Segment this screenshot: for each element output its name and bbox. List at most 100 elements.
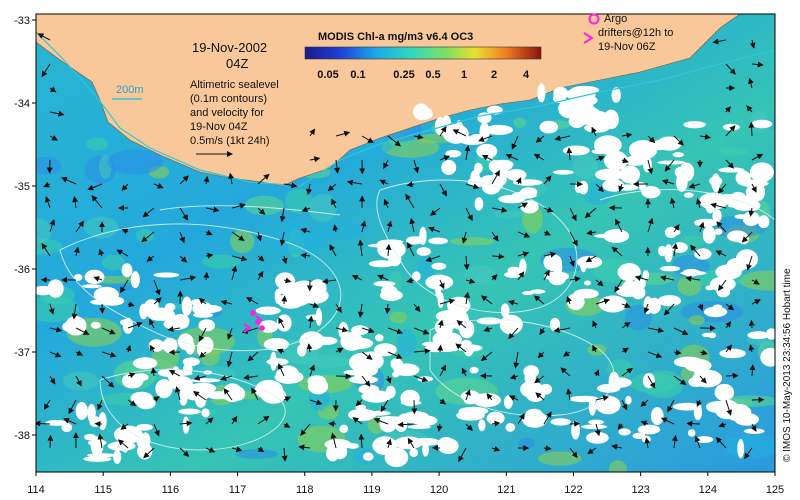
velocity-arrow: [491, 445, 501, 452]
velocity-arrow: [63, 417, 77, 425]
velocity-arrow: [251, 387, 259, 401]
cloud-blob: [522, 290, 534, 296]
velocity-arrow: [621, 132, 633, 139]
cloud-blob: [504, 271, 522, 278]
legend-line: 0.5m/s (1kt 24h): [190, 135, 269, 147]
cloud-blob: [200, 336, 214, 354]
cloud-blob: [573, 288, 599, 299]
cloud-blob: [659, 265, 681, 272]
cloud-blob: [417, 107, 433, 120]
velocity-arrow: [543, 269, 550, 281]
velocity-arrow: [480, 351, 493, 362]
velocity-arrow: [45, 196, 51, 209]
velocity-arrow: [535, 392, 545, 401]
velocity-arrow: [593, 369, 600, 377]
velocity-arrow: [618, 183, 624, 193]
cloud-blob: [632, 432, 646, 439]
velocity-arrow: [715, 250, 727, 257]
cloud-blob: [530, 289, 546, 294]
cloud-blob: [603, 109, 619, 130]
velocity-arrow: [279, 231, 286, 246]
velocity-arrow: [566, 388, 572, 401]
velocity-arrow: [673, 375, 687, 386]
cloud-blob: [361, 390, 392, 403]
velocity-arrow: [226, 351, 233, 368]
velocity-arrow: [281, 295, 288, 305]
velocity-arrow: [592, 344, 598, 353]
velocity-arrow: [300, 423, 311, 436]
velocity-arrow: [439, 398, 447, 405]
lon-tick-label: 122: [564, 484, 582, 496]
velocity-arrow: [352, 417, 363, 425]
velocity-arrow: [478, 135, 493, 142]
cloud-blob: [474, 197, 484, 211]
cloud-blob: [171, 313, 190, 329]
colorbar-tick-label: 4: [523, 69, 530, 81]
velocity-arrow: [748, 344, 755, 353]
velocity-arrow: [425, 255, 441, 262]
chlorophyll-patch: [463, 265, 496, 285]
velocity-arrow: [696, 399, 703, 408]
velocity-arrow: [179, 207, 189, 221]
chlorophyll-patch: [389, 311, 408, 324]
chlorophyll-patch: [264, 229, 328, 255]
cloud-blob: [65, 316, 87, 336]
velocity-arrow: [361, 375, 371, 387]
velocity-arrow: [329, 244, 337, 257]
velocity-arrow: [125, 344, 132, 353]
cloud-blob: [122, 317, 134, 334]
cloud-blob: [512, 179, 543, 186]
velocity-arrow: [751, 61, 764, 68]
velocity-arrow: [257, 446, 265, 453]
velocity-arrow: [257, 173, 270, 185]
velocity-arrow: [75, 327, 90, 335]
cloud-blob: [611, 87, 621, 103]
lon-tick-label: 118: [296, 484, 314, 496]
cloud-blob: [687, 429, 696, 437]
cloud-blob: [300, 287, 329, 304]
velocity-arrow: [309, 128, 316, 137]
velocity-arrow: [491, 207, 508, 213]
velocity-arrow: [167, 326, 181, 333]
cloud-blob: [469, 366, 479, 374]
velocity-arrow: [153, 183, 164, 189]
chlorophyll-patch: [313, 221, 369, 239]
velocity-arrow: [483, 326, 493, 332]
legend-line: (0.1m contours): [190, 93, 267, 105]
lon-tick-label: 120: [430, 484, 448, 496]
velocity-arrow: [465, 423, 473, 431]
cloud-blob: [437, 438, 459, 455]
velocity-arrow: [438, 279, 445, 290]
cloud-blob: [384, 447, 409, 468]
cloud-blob: [586, 431, 609, 444]
velocity-arrow: [751, 299, 761, 305]
cloud-blob: [613, 184, 639, 191]
cloud-blob: [568, 114, 586, 128]
velocity-arrow: [748, 121, 755, 137]
chlorophyll-patch: [36, 156, 62, 175]
cloud-blob: [578, 180, 589, 195]
cloud-blob: [712, 209, 722, 223]
cloud-blob: [476, 317, 502, 325]
velocity-arrow: [179, 231, 185, 244]
velocity-arrow: [611, 246, 623, 257]
cloud-blob: [550, 418, 571, 426]
velocity-arrow: [120, 279, 129, 294]
colorbar: [304, 46, 542, 60]
velocity-arrow: [49, 326, 63, 333]
cloud-blob: [749, 162, 774, 183]
velocity-arrow: [97, 399, 103, 411]
velocity-arrow: [386, 220, 393, 233]
argo-legend-circle: [588, 13, 600, 25]
cloud-blob: [358, 351, 384, 371]
velocity-arrow: [153, 396, 160, 402]
velocity-arrow: [141, 231, 155, 243]
velocity-arrow: [120, 423, 129, 430]
cloud-blob: [136, 423, 153, 431]
velocity-arrow: [331, 198, 337, 209]
velocity-arrow: [87, 183, 103, 191]
velocity-arrow: [617, 423, 624, 430]
velocity-arrow: [205, 229, 213, 236]
velocity-arrow: [283, 277, 292, 284]
isobath-200m: [36, 31, 775, 187]
